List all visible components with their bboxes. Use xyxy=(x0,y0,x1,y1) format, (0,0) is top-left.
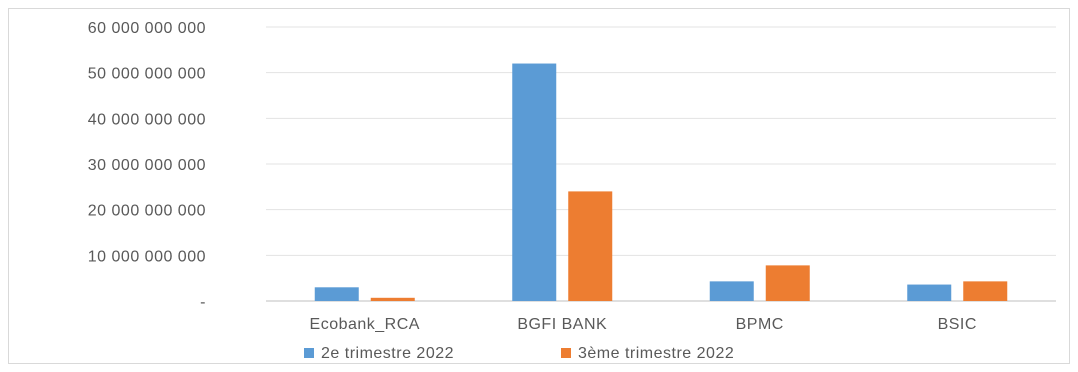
bar-q2-bgfi-bank xyxy=(512,63,557,302)
category-label: BPMC xyxy=(736,316,784,333)
y-tick-label: 40 000 000 000 xyxy=(88,111,206,128)
y-tick-label: 50 000 000 000 xyxy=(88,66,206,83)
legend-swatch xyxy=(304,348,314,358)
x-axis-labels: Ecobank_RCA BGFI BANK BPMC BSIC xyxy=(310,316,977,333)
bar-q3-bgfi-bank xyxy=(568,191,613,301)
bars xyxy=(314,63,1008,302)
bar-q3-bpmc xyxy=(765,265,810,301)
y-tick-label: - xyxy=(200,294,206,311)
y-tick-label: 60 000 000 000 xyxy=(88,20,206,37)
y-tick-label: 10 000 000 000 xyxy=(88,248,206,265)
legend-item: 2e trimestre 2022 xyxy=(304,345,454,362)
y-tick-label: 30 000 000 000 xyxy=(88,157,206,174)
legend-label: 2e trimestre 2022 xyxy=(321,345,454,362)
y-axis-ticks: - 10 000 000 000 20 000 000 000 30 000 000 … xyxy=(88,20,206,311)
y-tick-label: 20 000 000 000 xyxy=(88,203,206,220)
bar-q3-bsic xyxy=(963,281,1008,301)
category-label: BGFI BANK xyxy=(517,316,607,333)
category-label: Ecobank_RCA xyxy=(310,316,420,333)
gridlines xyxy=(266,26,1056,302)
legend-label: 3ème trimestre 2022 xyxy=(578,345,734,362)
bar-q2-bsic xyxy=(907,284,952,301)
bar-q2-ecobank-rca xyxy=(314,287,359,301)
bar-q2-bpmc xyxy=(709,281,754,301)
legend-item: 3ème trimestre 2022 xyxy=(561,345,734,362)
legend-swatch xyxy=(561,348,571,358)
legend: 2e trimestre 2022 3ème trimestre 2022 xyxy=(304,345,734,362)
bar-q3-ecobank-rca xyxy=(370,297,415,301)
category-label: BSIC xyxy=(938,316,977,333)
